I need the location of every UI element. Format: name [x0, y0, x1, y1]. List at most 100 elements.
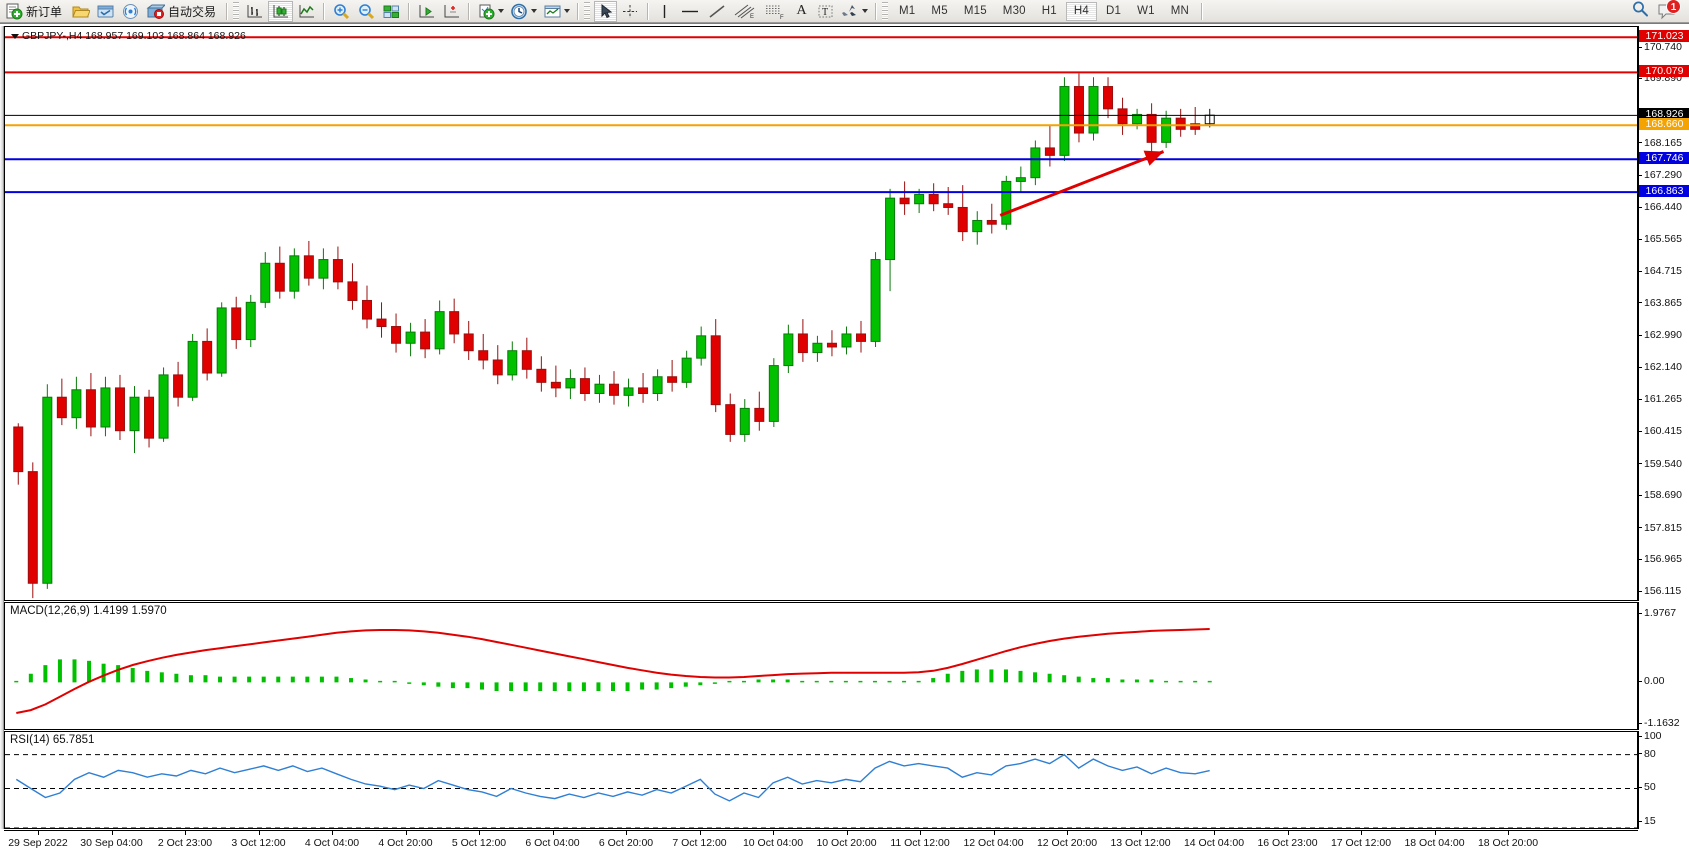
macd-scale[interactable]: 1.9767 0.00 -1.1632 — [1638, 602, 1689, 730]
time-axis[interactable]: 29 Sep 2022 30 Sep 04:00 2 Oct 23:00 3 Oct … — [4, 830, 1638, 855]
macd-histogram-bar — [480, 682, 485, 690]
candle-body — [972, 219, 983, 233]
time-axis-label: 12 Oct 20:00 — [1036, 837, 1098, 849]
vertical-line-button[interactable] — [654, 1, 675, 22]
strategy-tester-button[interactable] — [94, 1, 117, 22]
macd-pane[interactable]: MACD(12,26,9) 1.4199 1.5970 — [4, 602, 1638, 730]
price-pane[interactable]: GBPJPY-,H4 168.957 169.103 168.864 168.9… — [4, 26, 1638, 601]
text-tool-button[interactable]: A — [796, 3, 807, 18]
timeframe-button-m30[interactable]: M30 — [1002, 5, 1026, 17]
toolbar-grip[interactable] — [233, 2, 240, 20]
timeframe-button-d1[interactable]: D1 — [1106, 5, 1122, 17]
auto-scroll-button[interactable] — [440, 1, 463, 22]
macd-histogram-bar — [407, 682, 412, 684]
price-tag-level-orange[interactable]: 168.660 — [1639, 118, 1689, 131]
macd-histogram-bar — [581, 682, 586, 692]
bar-chart-icon — [247, 4, 263, 17]
chevron-down-icon[interactable] — [564, 9, 571, 13]
macd-histogram-bar — [800, 680, 805, 683]
timeframe-periods-button[interactable] — [508, 1, 539, 22]
timeframe-button-h4[interactable]: H4 — [1065, 1, 1097, 21]
candle-body — [85, 389, 96, 428]
timeframe-button-w1[interactable]: W1 — [1137, 5, 1155, 17]
macd-histogram-bar — [858, 680, 863, 683]
timeframe-button-h1[interactable]: H1 — [1041, 5, 1057, 17]
candle-body — [623, 387, 634, 396]
macd-signal-line — [16, 628, 1210, 714]
candle-body — [739, 407, 750, 435]
macd-histogram-bar — [872, 680, 877, 683]
market-watch-button[interactable] — [119, 1, 142, 22]
macd-histogram-bar — [931, 678, 936, 683]
price-tag-resistance-red[interactable]: 171.023 — [1639, 30, 1689, 43]
add-indicator-button[interactable] — [475, 1, 506, 22]
notifications-button[interactable]: 1 — [1657, 0, 1681, 20]
templates-button[interactable] — [541, 1, 572, 22]
chevron-down-icon[interactable] — [498, 9, 505, 13]
arrows-button[interactable] — [839, 1, 870, 22]
metaeditor-button[interactable] — [69, 1, 92, 22]
pane-left-grip[interactable] — [0, 26, 4, 829]
line-chart-button[interactable] — [295, 1, 318, 22]
macd-histogram-bar — [1091, 678, 1096, 683]
candlestick-chart-button[interactable] — [268, 0, 294, 22]
rsi-tick: 50 — [1639, 782, 1689, 793]
time-axis-label: 17 Oct 12:00 — [1330, 837, 1392, 849]
timeframe-button-mn[interactable]: MN — [1170, 5, 1190, 17]
candle-body — [928, 193, 939, 205]
toolbar-separator — [408, 2, 411, 20]
macd-histogram-bar — [421, 682, 426, 686]
chart-area[interactable]: GBPJPY-,H4 168.957 169.103 168.864 168.9… — [0, 23, 1689, 855]
chevron-down-icon[interactable] — [862, 9, 869, 13]
chart-shift-button[interactable] — [415, 1, 438, 22]
chevron-down-icon[interactable] — [531, 9, 538, 13]
rsi-pane[interactable]: RSI(14) 65.7851 — [4, 731, 1638, 829]
bar-chart-button[interactable] — [243, 1, 266, 22]
price-tag-resistance-red[interactable]: 170.079 — [1639, 65, 1689, 78]
price-tick: 167.290 — [1639, 169, 1689, 182]
toolbar-grip[interactable] — [882, 2, 889, 20]
horizontal-line-icon — [682, 10, 699, 12]
trendline-button[interactable] — [705, 1, 729, 22]
price-scale[interactable]: 170.740 169.890 168.165 167.290 166.440 165.5… — [1638, 26, 1689, 601]
candle-body — [187, 340, 198, 398]
macd-histogram-bar — [785, 679, 790, 683]
zoom-in-button[interactable] — [330, 1, 353, 22]
crosshair-tool-button[interactable] — [619, 1, 642, 22]
macd-tick: 0.00 — [1639, 676, 1689, 686]
price-tick-label: 170.740 — [1644, 41, 1682, 54]
fibonacci-retracement-button[interactable]: F — [761, 1, 789, 22]
price-tag-current-price[interactable]: 168.926 — [1639, 108, 1689, 121]
tile-windows-button[interactable] — [380, 1, 403, 22]
macd-histogram-bar — [1178, 680, 1183, 683]
price-tick-label: 163.865 — [1644, 296, 1682, 309]
equidistant-channel-button[interactable]: E — [731, 1, 759, 22]
collapse-arrow-icon[interactable] — [11, 33, 19, 39]
search-button[interactable] — [1631, 0, 1649, 23]
horizontal-line-button[interactable] — [677, 1, 703, 22]
text-label-icon: T — [818, 5, 833, 18]
timeframe-button-m5[interactable]: M5 — [931, 5, 948, 17]
toolbar-separator — [226, 2, 229, 20]
zoom-out-button[interactable] — [355, 1, 378, 22]
time-tick — [920, 831, 921, 835]
price-tag-support-blue[interactable]: 166.863 — [1639, 185, 1689, 198]
stop-record-button[interactable]: 自动交易 — [144, 1, 221, 22]
briefcase-stop-icon — [146, 4, 166, 19]
toolbar-grip[interactable] — [584, 2, 591, 20]
macd-histogram-bar — [130, 668, 135, 683]
macd-histogram-bar — [960, 670, 965, 683]
candle-body — [216, 307, 227, 374]
timeframe-button-m15[interactable]: M15 — [963, 5, 987, 17]
text-label-button[interactable]: T — [814, 1, 837, 22]
price-tick-label: 167.290 — [1644, 169, 1682, 182]
price-tag-support-blue[interactable]: 167.746 — [1639, 152, 1689, 165]
candle-body — [347, 281, 358, 301]
main-toolbar: 新订单 — [0, 0, 1689, 23]
price-tick: 166.440 — [1639, 202, 1689, 212]
rsi-scale[interactable]: 100 80 50 15 — [1638, 731, 1689, 829]
timeframe-button-m1[interactable]: M1 — [899, 5, 916, 17]
cursor-tool-button[interactable] — [594, 0, 618, 22]
macd-histogram-bar — [1207, 680, 1212, 683]
new-order-button[interactable]: 新订单 — [3, 1, 67, 22]
